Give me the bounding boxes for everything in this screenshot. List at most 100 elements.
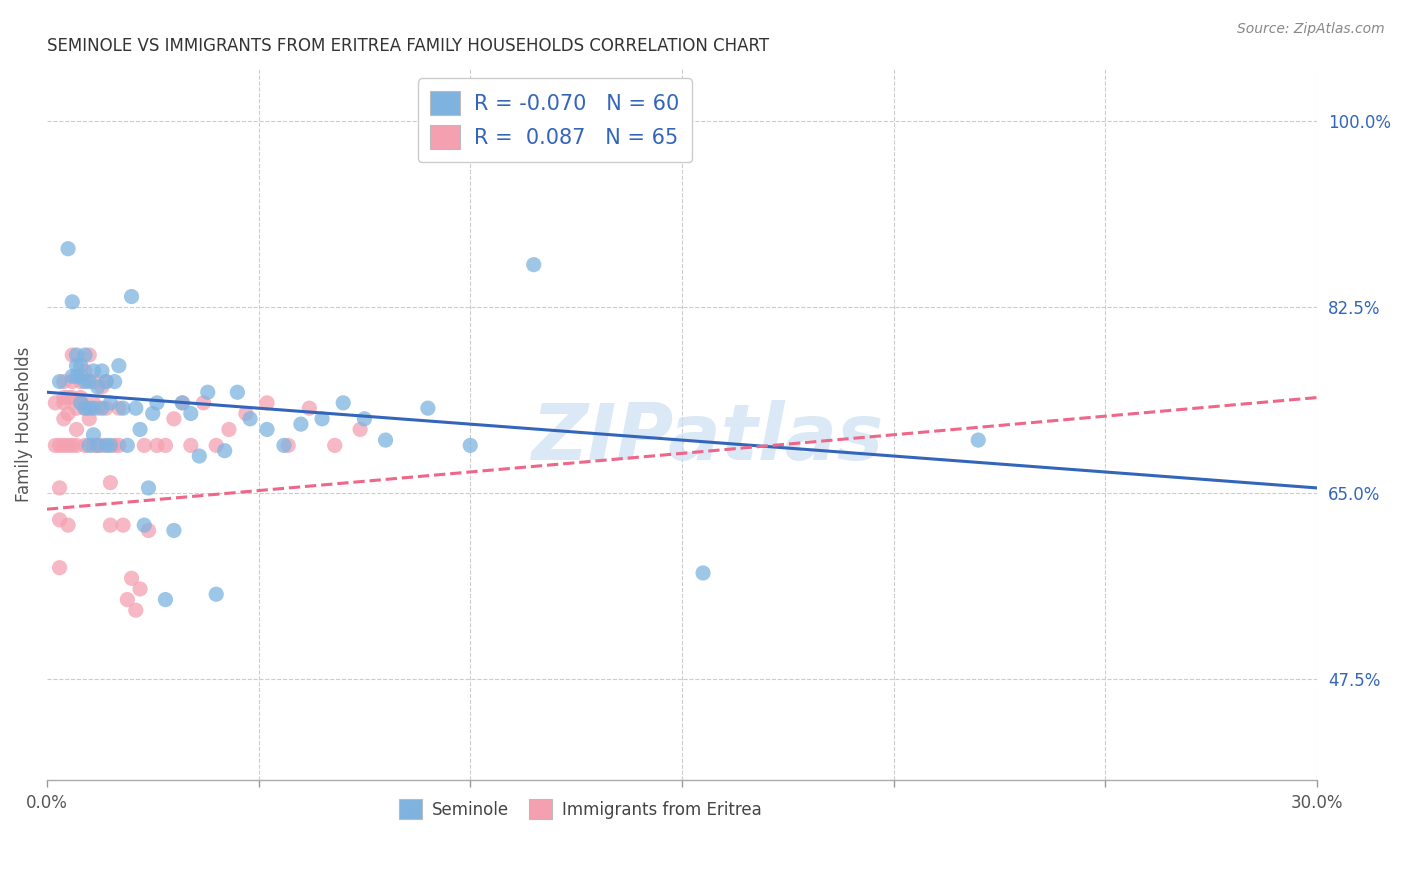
Point (86, 438, 108, 452)
Point (82, 401, 104, 416)
Point (205, 438, 228, 452)
Point (73, 375, 96, 389)
Point (163, 412, 186, 426)
Point (125, 401, 148, 416)
Point (73, 364, 96, 378)
Point (73, 348, 96, 362)
Point (60, 348, 83, 362)
Point (117, 592, 139, 607)
Point (82, 396, 104, 410)
Point (121, 289, 143, 303)
Point (290, 417, 312, 431)
Point (100, 396, 122, 410)
Legend: Seminole, Immigrants from Eritrea: Seminole, Immigrants from Eritrea (392, 793, 769, 825)
Point (82, 364, 104, 378)
Point (48, 560, 70, 574)
Point (90, 401, 112, 416)
Point (60, 294, 83, 309)
Point (311, 412, 333, 426)
Point (56, 518, 79, 533)
Point (56, 407, 79, 421)
Point (60, 369, 83, 384)
Point (69, 375, 91, 389)
Point (112, 518, 135, 533)
Point (277, 438, 299, 452)
Point (180, 438, 202, 452)
Point (523, 258, 546, 272)
Point (142, 407, 165, 421)
Point (44, 396, 66, 410)
Point (108, 401, 131, 416)
Point (82, 375, 104, 389)
Point (65, 438, 87, 452)
Point (138, 524, 160, 538)
Point (73, 401, 96, 416)
Point (129, 582, 152, 596)
Point (69, 369, 91, 384)
Point (73, 438, 96, 452)
Point (77, 375, 100, 389)
Point (44, 438, 66, 452)
Point (56, 438, 79, 452)
Point (218, 422, 240, 436)
Point (256, 396, 278, 410)
Point (353, 412, 375, 426)
Point (96, 375, 118, 389)
Point (48, 375, 70, 389)
Point (96, 438, 118, 452)
Point (104, 438, 127, 452)
Point (77, 401, 100, 416)
Point (73, 401, 96, 416)
Point (65, 401, 87, 416)
Point (77, 348, 100, 362)
Point (52, 391, 75, 405)
Text: ZIPatlas: ZIPatlas (531, 401, 883, 476)
Point (69, 391, 91, 405)
Point (121, 571, 143, 585)
Point (112, 401, 135, 416)
Point (155, 592, 177, 607)
Point (82, 427, 104, 442)
Point (65, 348, 87, 362)
Point (48, 513, 70, 527)
Point (56, 242, 79, 256)
Point (52, 412, 75, 426)
Point (65, 422, 87, 436)
Point (155, 438, 177, 452)
Point (188, 449, 211, 463)
Point (96, 375, 118, 389)
Point (108, 359, 131, 373)
Point (77, 412, 100, 426)
Point (180, 407, 202, 421)
Point (134, 518, 156, 533)
Point (52, 438, 75, 452)
Point (146, 438, 169, 452)
Point (100, 518, 122, 533)
Point (48, 481, 70, 495)
Point (52, 396, 75, 410)
Point (146, 396, 169, 410)
Point (90, 364, 112, 378)
Point (298, 401, 321, 416)
Point (239, 412, 262, 426)
Point (86, 438, 108, 452)
Point (214, 443, 236, 458)
Point (86, 380, 108, 394)
Point (100, 438, 122, 452)
Point (134, 438, 156, 452)
Point (374, 433, 396, 447)
Point (82, 438, 104, 452)
Point (48, 438, 70, 452)
Point (108, 438, 131, 452)
Point (65, 369, 87, 384)
Point (52, 375, 75, 389)
Point (86, 401, 108, 416)
Point (117, 438, 139, 452)
Point (416, 401, 439, 416)
Point (349, 422, 371, 436)
Y-axis label: Family Households: Family Households (15, 346, 32, 502)
Point (235, 407, 257, 421)
Point (60, 391, 83, 405)
Point (77, 438, 100, 452)
Point (69, 396, 91, 410)
